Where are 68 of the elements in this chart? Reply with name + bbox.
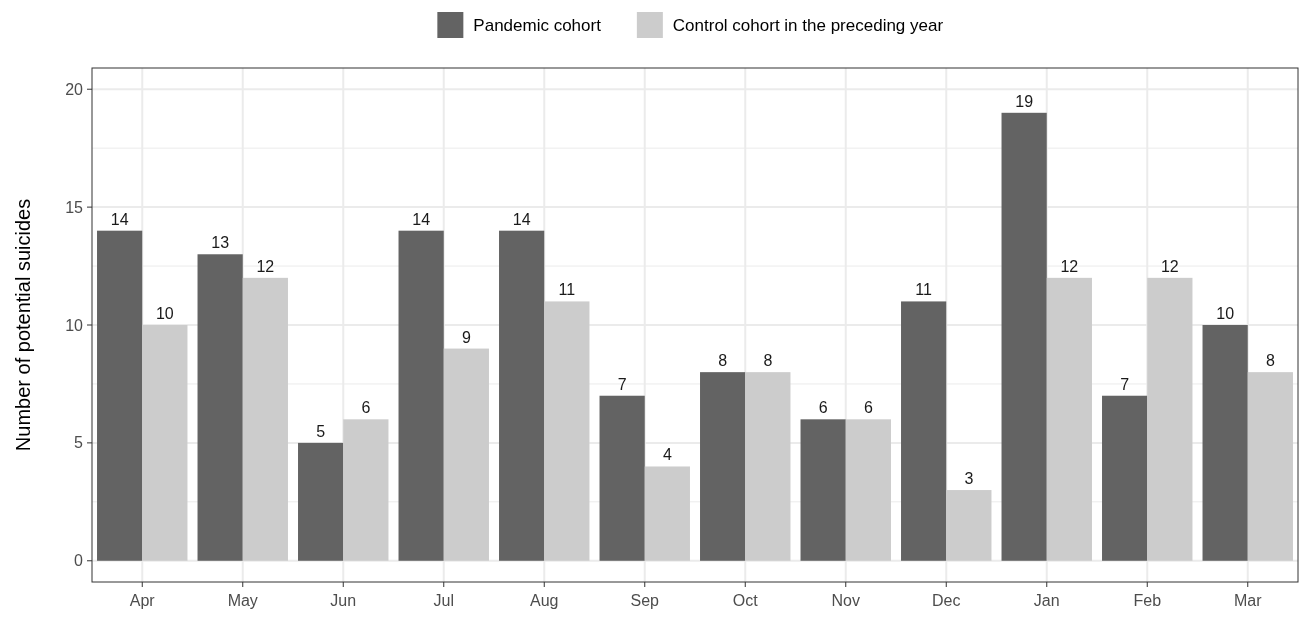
x-tick-label: Nov <box>831 592 860 609</box>
data-label: 11 <box>558 281 576 299</box>
data-label: 11 <box>915 281 933 299</box>
bar <box>1202 325 1248 561</box>
data-label: 8 <box>763 352 773 370</box>
legend-label: Pandemic cohort <box>473 15 602 35</box>
data-label: 7 <box>617 375 627 393</box>
data-label: 10 <box>155 305 174 322</box>
x-tick-label: Feb <box>1133 592 1162 609</box>
x-tick-label: Sep <box>630 592 660 609</box>
x-tick-label: Mar <box>1233 592 1263 609</box>
x-tick-label: Jan <box>1033 592 1060 609</box>
bar <box>1001 112 1047 561</box>
bar <box>745 372 791 561</box>
data-label: 6 <box>818 399 828 417</box>
x-tick-label: Apr <box>129 592 156 609</box>
y-tick-label: 20 <box>65 80 84 98</box>
data-label: 8 <box>718 352 728 370</box>
x-tick-label: Jul <box>433 592 454 609</box>
data-label: 14 <box>110 210 129 228</box>
data-label: 13 <box>211 234 230 252</box>
bar <box>197 254 243 561</box>
data-label: 14 <box>512 210 531 228</box>
bar <box>845 419 891 561</box>
bar <box>946 490 992 561</box>
bar <box>343 419 389 561</box>
data-label: 12 <box>256 257 275 275</box>
data-label: 14 <box>412 210 431 228</box>
data-label: 12 <box>1160 257 1179 275</box>
bar <box>700 372 746 561</box>
bar <box>1147 277 1193 561</box>
data-label: 5 <box>316 422 326 440</box>
legend-label: Control cohort in the preceding year <box>672 15 944 35</box>
bar <box>1046 277 1092 561</box>
bar <box>800 419 846 561</box>
bar <box>499 230 545 561</box>
data-label: 12 <box>1060 257 1079 275</box>
bar <box>599 395 645 561</box>
data-label: 10 <box>1216 305 1235 322</box>
bar <box>1247 372 1293 561</box>
data-label: 19 <box>1015 92 1034 110</box>
data-label: 6 <box>863 399 873 417</box>
data-label: 4 <box>662 446 672 464</box>
bar <box>544 301 590 561</box>
data-label: 3 <box>964 470 974 488</box>
data-label: 6 <box>361 399 371 417</box>
bar <box>97 230 143 561</box>
bar <box>443 348 489 561</box>
bar <box>901 301 947 561</box>
x-tick-label: May <box>227 592 258 609</box>
bar <box>398 230 444 561</box>
y-tick-label: 0 <box>74 552 84 570</box>
y-tick-label: 5 <box>74 434 84 452</box>
bar <box>644 466 690 561</box>
bar <box>298 442 344 561</box>
data-label: 7 <box>1120 375 1130 393</box>
data-label: 8 <box>1265 352 1275 370</box>
y-axis-title: Number of potential suicides <box>12 198 34 452</box>
bar <box>242 277 288 561</box>
y-tick-label: 15 <box>65 198 84 216</box>
x-tick-label: Dec <box>932 592 961 609</box>
bar <box>142 325 188 561</box>
y-tick-label: 10 <box>65 316 84 334</box>
data-label: 9 <box>461 328 471 346</box>
bar <box>1102 395 1148 561</box>
x-tick-label: Aug <box>530 592 559 609</box>
x-tick-label: Jun <box>330 592 357 609</box>
x-tick-label: Oct <box>732 592 759 609</box>
